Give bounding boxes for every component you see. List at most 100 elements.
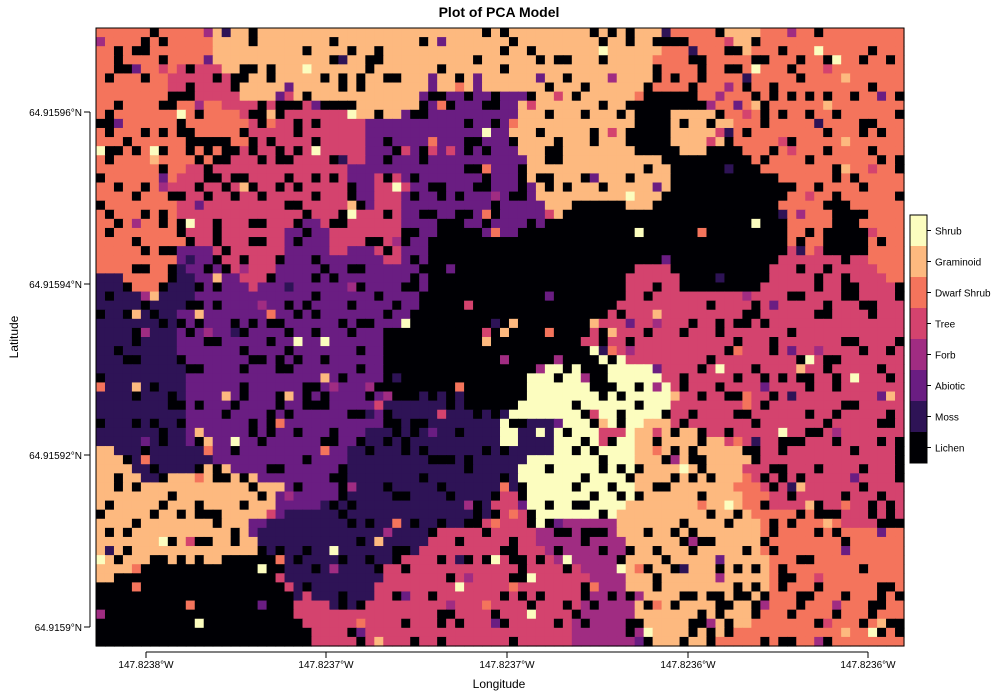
raster-cell — [679, 82, 690, 93]
raster-cell — [455, 373, 465, 384]
raster-cell — [787, 237, 797, 247]
raster-cell — [140, 273, 151, 284]
raster-cell — [500, 282, 510, 293]
raster-cell — [365, 318, 375, 329]
raster-cell — [517, 482, 528, 493]
raster-cell — [383, 391, 393, 402]
raster-cell — [140, 300, 151, 311]
raster-cell — [275, 273, 286, 284]
raster-cell — [670, 464, 681, 474]
raster-cell — [553, 482, 564, 493]
raster-cell — [895, 446, 905, 456]
raster-cell — [428, 373, 438, 384]
raster-cell — [374, 273, 384, 284]
raster-cell — [616, 427, 627, 438]
raster-cell — [625, 391, 636, 402]
raster-cell — [670, 309, 681, 320]
raster-cell — [311, 282, 322, 293]
raster-cell — [212, 237, 223, 247]
raster-cell — [589, 37, 600, 47]
raster-cell — [455, 218, 465, 229]
raster-cell — [544, 109, 555, 120]
raster-cell — [508, 436, 519, 447]
raster-cell — [607, 200, 618, 211]
raster-cell — [742, 209, 752, 220]
raster-cell — [553, 200, 564, 211]
raster-cell — [275, 264, 286, 274]
raster-cell — [580, 173, 591, 184]
raster-cell — [482, 73, 492, 84]
raster-cell — [544, 155, 555, 165]
raster-cell — [508, 446, 519, 456]
raster-cell — [616, 200, 627, 211]
raster-cell — [203, 382, 214, 393]
raster-cell — [652, 346, 663, 356]
raster-cell — [293, 427, 304, 438]
raster-cell — [508, 55, 519, 65]
raster-cell — [688, 300, 699, 311]
raster-cell — [535, 409, 546, 420]
raster-cell — [895, 200, 905, 211]
raster-cell — [167, 246, 178, 256]
raster-cell — [257, 73, 268, 84]
raster-cell — [841, 109, 851, 120]
raster-cell — [356, 73, 366, 84]
raster-cell — [616, 291, 627, 302]
raster-cell — [311, 46, 322, 56]
raster-cell — [338, 491, 348, 502]
raster-cell — [203, 418, 214, 429]
raster-cell — [149, 218, 160, 229]
raster-cell — [544, 173, 555, 184]
raster-cell — [778, 300, 788, 311]
raster-cell — [329, 364, 339, 374]
raster-cell — [553, 455, 564, 465]
raster-cell — [158, 282, 169, 293]
raster-cell — [742, 127, 752, 138]
raster-cell — [302, 100, 313, 111]
raster-cell — [715, 273, 726, 284]
raster-cell — [149, 391, 160, 402]
raster-cell — [724, 227, 735, 238]
raster-cell — [302, 64, 313, 75]
raster-cell — [508, 364, 519, 374]
raster-cell — [859, 182, 869, 193]
raster-cell — [401, 46, 411, 56]
raster-cell — [787, 518, 797, 529]
raster-cell — [616, 28, 627, 38]
raster-cell — [661, 400, 672, 411]
raster-cell — [661, 246, 672, 256]
raster-cell — [607, 418, 618, 429]
raster-cell — [464, 473, 474, 484]
raster-cell — [194, 264, 205, 274]
raster-cell — [176, 409, 187, 420]
raster-cell — [356, 282, 366, 293]
raster-cell — [302, 55, 313, 65]
raster-cell — [589, 391, 600, 402]
raster-cell — [562, 409, 573, 420]
raster-cell — [455, 473, 465, 484]
raster-cell — [176, 300, 187, 311]
raster-cell — [805, 28, 815, 38]
raster-cell — [535, 355, 546, 365]
raster-cell — [410, 282, 420, 293]
raster-cell — [895, 518, 905, 529]
raster-cell — [688, 82, 699, 93]
raster-cell — [859, 191, 869, 202]
raster-cell — [787, 118, 797, 129]
raster-cell — [437, 518, 447, 529]
raster-cell — [895, 382, 905, 393]
raster-cell — [392, 200, 402, 211]
raster-cell — [580, 191, 591, 202]
raster-cell — [194, 382, 205, 393]
raster-cell — [374, 309, 384, 320]
raster-cell — [410, 327, 420, 338]
raster-cell — [491, 391, 501, 402]
raster-cell — [832, 118, 842, 129]
raster-cell — [598, 518, 609, 529]
raster-cell — [374, 391, 384, 402]
raster-cell — [275, 37, 286, 47]
raster-cell — [787, 391, 797, 402]
raster-cell — [895, 400, 905, 411]
raster-cell — [203, 209, 214, 220]
raster-cell — [149, 400, 160, 411]
